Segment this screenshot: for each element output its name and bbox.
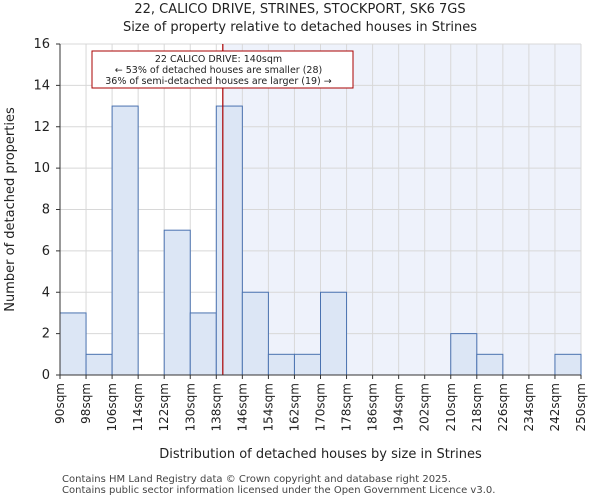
y-tick-label: 16 xyxy=(33,37,50,52)
x-tick-label: 90sqm xyxy=(53,383,67,424)
x-tick-label: 234sqm xyxy=(522,383,536,431)
bar-122sqm xyxy=(163,229,191,376)
bar-218sqm xyxy=(476,353,504,376)
bar-154sqm xyxy=(267,353,295,376)
annotation-box xyxy=(91,50,354,89)
x-tick-label: 218sqm xyxy=(470,383,484,431)
x-tick-label: 98sqm xyxy=(79,383,93,424)
histogram-chart: 0 2 4 6 8 10 12 14 16 90sqm 98sqm 106sqm 114sqm 122sq… xyxy=(3,37,588,462)
y-tick-label: 12 xyxy=(33,120,50,135)
y-tick-label: 8 xyxy=(42,203,50,218)
y-tick-label: 4 xyxy=(42,285,50,300)
bar-242sqm xyxy=(554,353,582,376)
bar-98sqm xyxy=(85,353,113,376)
x-tick-label: 186sqm xyxy=(366,383,380,431)
chart-title: 22, CALICO DRIVE, STRINES, STOCKPORT, SK… xyxy=(134,2,466,17)
x-tick-label: 170sqm xyxy=(314,383,328,431)
x-tick-label: 154sqm xyxy=(261,383,275,431)
x-tick-label: 178sqm xyxy=(340,383,354,431)
x-tick-label: 146sqm xyxy=(235,383,249,431)
y-tick-label: 0 xyxy=(42,368,50,383)
x-tick-label: 210sqm xyxy=(444,383,458,431)
x-tick-label: 242sqm xyxy=(548,383,562,431)
annotation-line-1: 22 CALICO DRIVE: 140sqm xyxy=(155,54,282,65)
y-axis-label: Number of detached properties xyxy=(3,107,18,312)
x-axis-label: Distribution of detached houses by size … xyxy=(159,447,482,462)
bar-146sqm xyxy=(241,291,269,376)
x-tick-label: 138sqm xyxy=(209,383,223,431)
y-tick-label: 14 xyxy=(33,78,50,93)
bar-106sqm xyxy=(111,105,139,376)
y-tick-label: 10 xyxy=(33,161,50,176)
annotation-line-3: 36% of semi-detached houses are larger (… xyxy=(105,76,332,87)
bar-210sqm xyxy=(450,333,478,376)
x-tick-label: 202sqm xyxy=(418,383,432,431)
footer-attribution-line-1: Contains HM Land Registry data © Crown c… xyxy=(62,474,451,485)
x-tick-label: 250sqm xyxy=(574,383,588,431)
bar-130sqm xyxy=(189,312,217,376)
chart-subtitle: Size of property relative to detached ho… xyxy=(122,20,478,35)
x-tick-label: 226sqm xyxy=(496,383,510,431)
bar-162sqm xyxy=(293,353,322,376)
x-tick-label: 162sqm xyxy=(287,383,301,431)
x-tick-label: 106sqm xyxy=(105,383,119,431)
x-tick-label: 130sqm xyxy=(183,383,197,431)
bar-170sqm xyxy=(320,291,348,376)
footer-attribution-line-2: Contains public sector information licen… xyxy=(62,485,496,496)
y-tick-label: 2 xyxy=(42,327,50,342)
y-tick-label: 6 xyxy=(42,244,50,259)
x-tick-label: 122sqm xyxy=(157,383,171,431)
bar-138sqm xyxy=(215,105,243,376)
x-tick-label: 194sqm xyxy=(392,383,406,431)
bar-90sqm xyxy=(59,312,87,376)
annotation-line-2: ← 53% of detached houses are smaller (28… xyxy=(115,65,322,76)
x-tick-label: 114sqm xyxy=(131,383,145,431)
